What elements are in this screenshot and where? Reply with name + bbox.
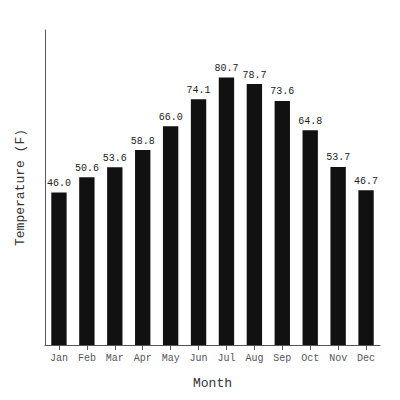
svg-text:64.8: 64.8 <box>298 116 322 127</box>
svg-text:58.8: 58.8 <box>131 136 155 147</box>
svg-text:Jan: Jan <box>50 353 68 364</box>
svg-text:53.7: 53.7 <box>326 152 350 163</box>
svg-text:66.0: 66.0 <box>159 112 183 123</box>
svg-text:Month: Month <box>193 376 232 391</box>
svg-text:80.7: 80.7 <box>214 63 238 74</box>
svg-text:Sep: Sep <box>273 353 291 364</box>
svg-text:Dec: Dec <box>357 353 375 364</box>
svg-text:50.6: 50.6 <box>75 163 99 174</box>
svg-text:May: May <box>162 353 180 364</box>
svg-text:Jul: Jul <box>217 353 235 364</box>
svg-text:Temperature (F): Temperature (F) <box>13 129 28 246</box>
svg-text:53.6: 53.6 <box>103 153 127 164</box>
svg-text:Apr: Apr <box>134 353 152 364</box>
svg-text:46.7: 46.7 <box>354 176 378 187</box>
svg-text:Nov: Nov <box>329 353 347 364</box>
svg-text:78.7: 78.7 <box>242 70 266 81</box>
svg-text:46.0: 46.0 <box>47 178 71 189</box>
svg-text:73.6: 73.6 <box>270 86 294 97</box>
svg-text:Oct: Oct <box>301 353 319 364</box>
svg-text:74.1: 74.1 <box>187 85 211 96</box>
svg-text:Jun: Jun <box>190 353 208 364</box>
svg-text:Aug: Aug <box>245 353 263 364</box>
svg-text:Mar: Mar <box>106 353 124 364</box>
svg-text:Feb: Feb <box>78 353 96 364</box>
